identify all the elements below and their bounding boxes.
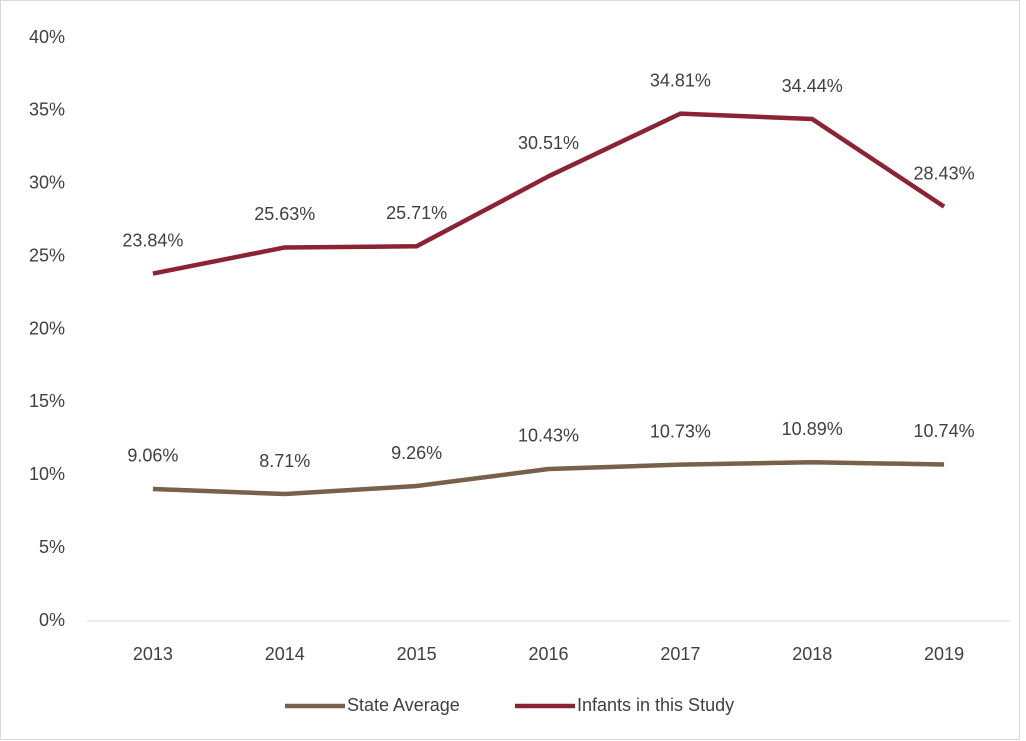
data-label: 9.26% bbox=[391, 443, 442, 463]
data-label: 9.06% bbox=[127, 446, 178, 466]
x-tick-label: 2019 bbox=[924, 644, 964, 664]
x-tick-label: 2014 bbox=[265, 644, 305, 664]
x-tick-label: 2018 bbox=[792, 644, 832, 664]
x-tick-label: 2016 bbox=[528, 644, 568, 664]
data-label: 10.43% bbox=[518, 426, 579, 446]
y-tick-label: 40% bbox=[29, 27, 65, 47]
data-label: 28.43% bbox=[914, 163, 975, 183]
data-label: 30.51% bbox=[518, 133, 579, 153]
y-tick-label: 0% bbox=[39, 610, 65, 630]
data-label: 34.44% bbox=[782, 76, 843, 96]
x-tick-label: 2013 bbox=[133, 644, 173, 664]
y-tick-label: 20% bbox=[29, 318, 65, 338]
data-label: 10.74% bbox=[914, 421, 975, 441]
data-label: 25.63% bbox=[254, 204, 315, 224]
data-label: 23.84% bbox=[122, 230, 183, 250]
series-line bbox=[152, 460, 945, 497]
data-label: 34.81% bbox=[650, 70, 711, 90]
y-tick-label: 5% bbox=[39, 537, 65, 557]
y-tick-label: 25% bbox=[29, 245, 65, 265]
legend-label: Infants in this Study bbox=[577, 695, 734, 715]
x-tick-label: 2015 bbox=[397, 644, 437, 664]
y-tick-label: 35% bbox=[29, 100, 65, 120]
legend-label: State Average bbox=[347, 695, 460, 715]
x-tick-label: 2017 bbox=[660, 644, 700, 664]
data-label: 10.73% bbox=[650, 421, 711, 441]
y-tick-label: 30% bbox=[29, 173, 65, 193]
y-tick-label: 15% bbox=[29, 391, 65, 411]
data-label: 25.71% bbox=[386, 203, 447, 223]
series-line bbox=[152, 111, 946, 276]
data-label: 8.71% bbox=[259, 451, 310, 471]
data-label: 10.89% bbox=[782, 419, 843, 439]
y-tick-label: 10% bbox=[29, 464, 65, 484]
